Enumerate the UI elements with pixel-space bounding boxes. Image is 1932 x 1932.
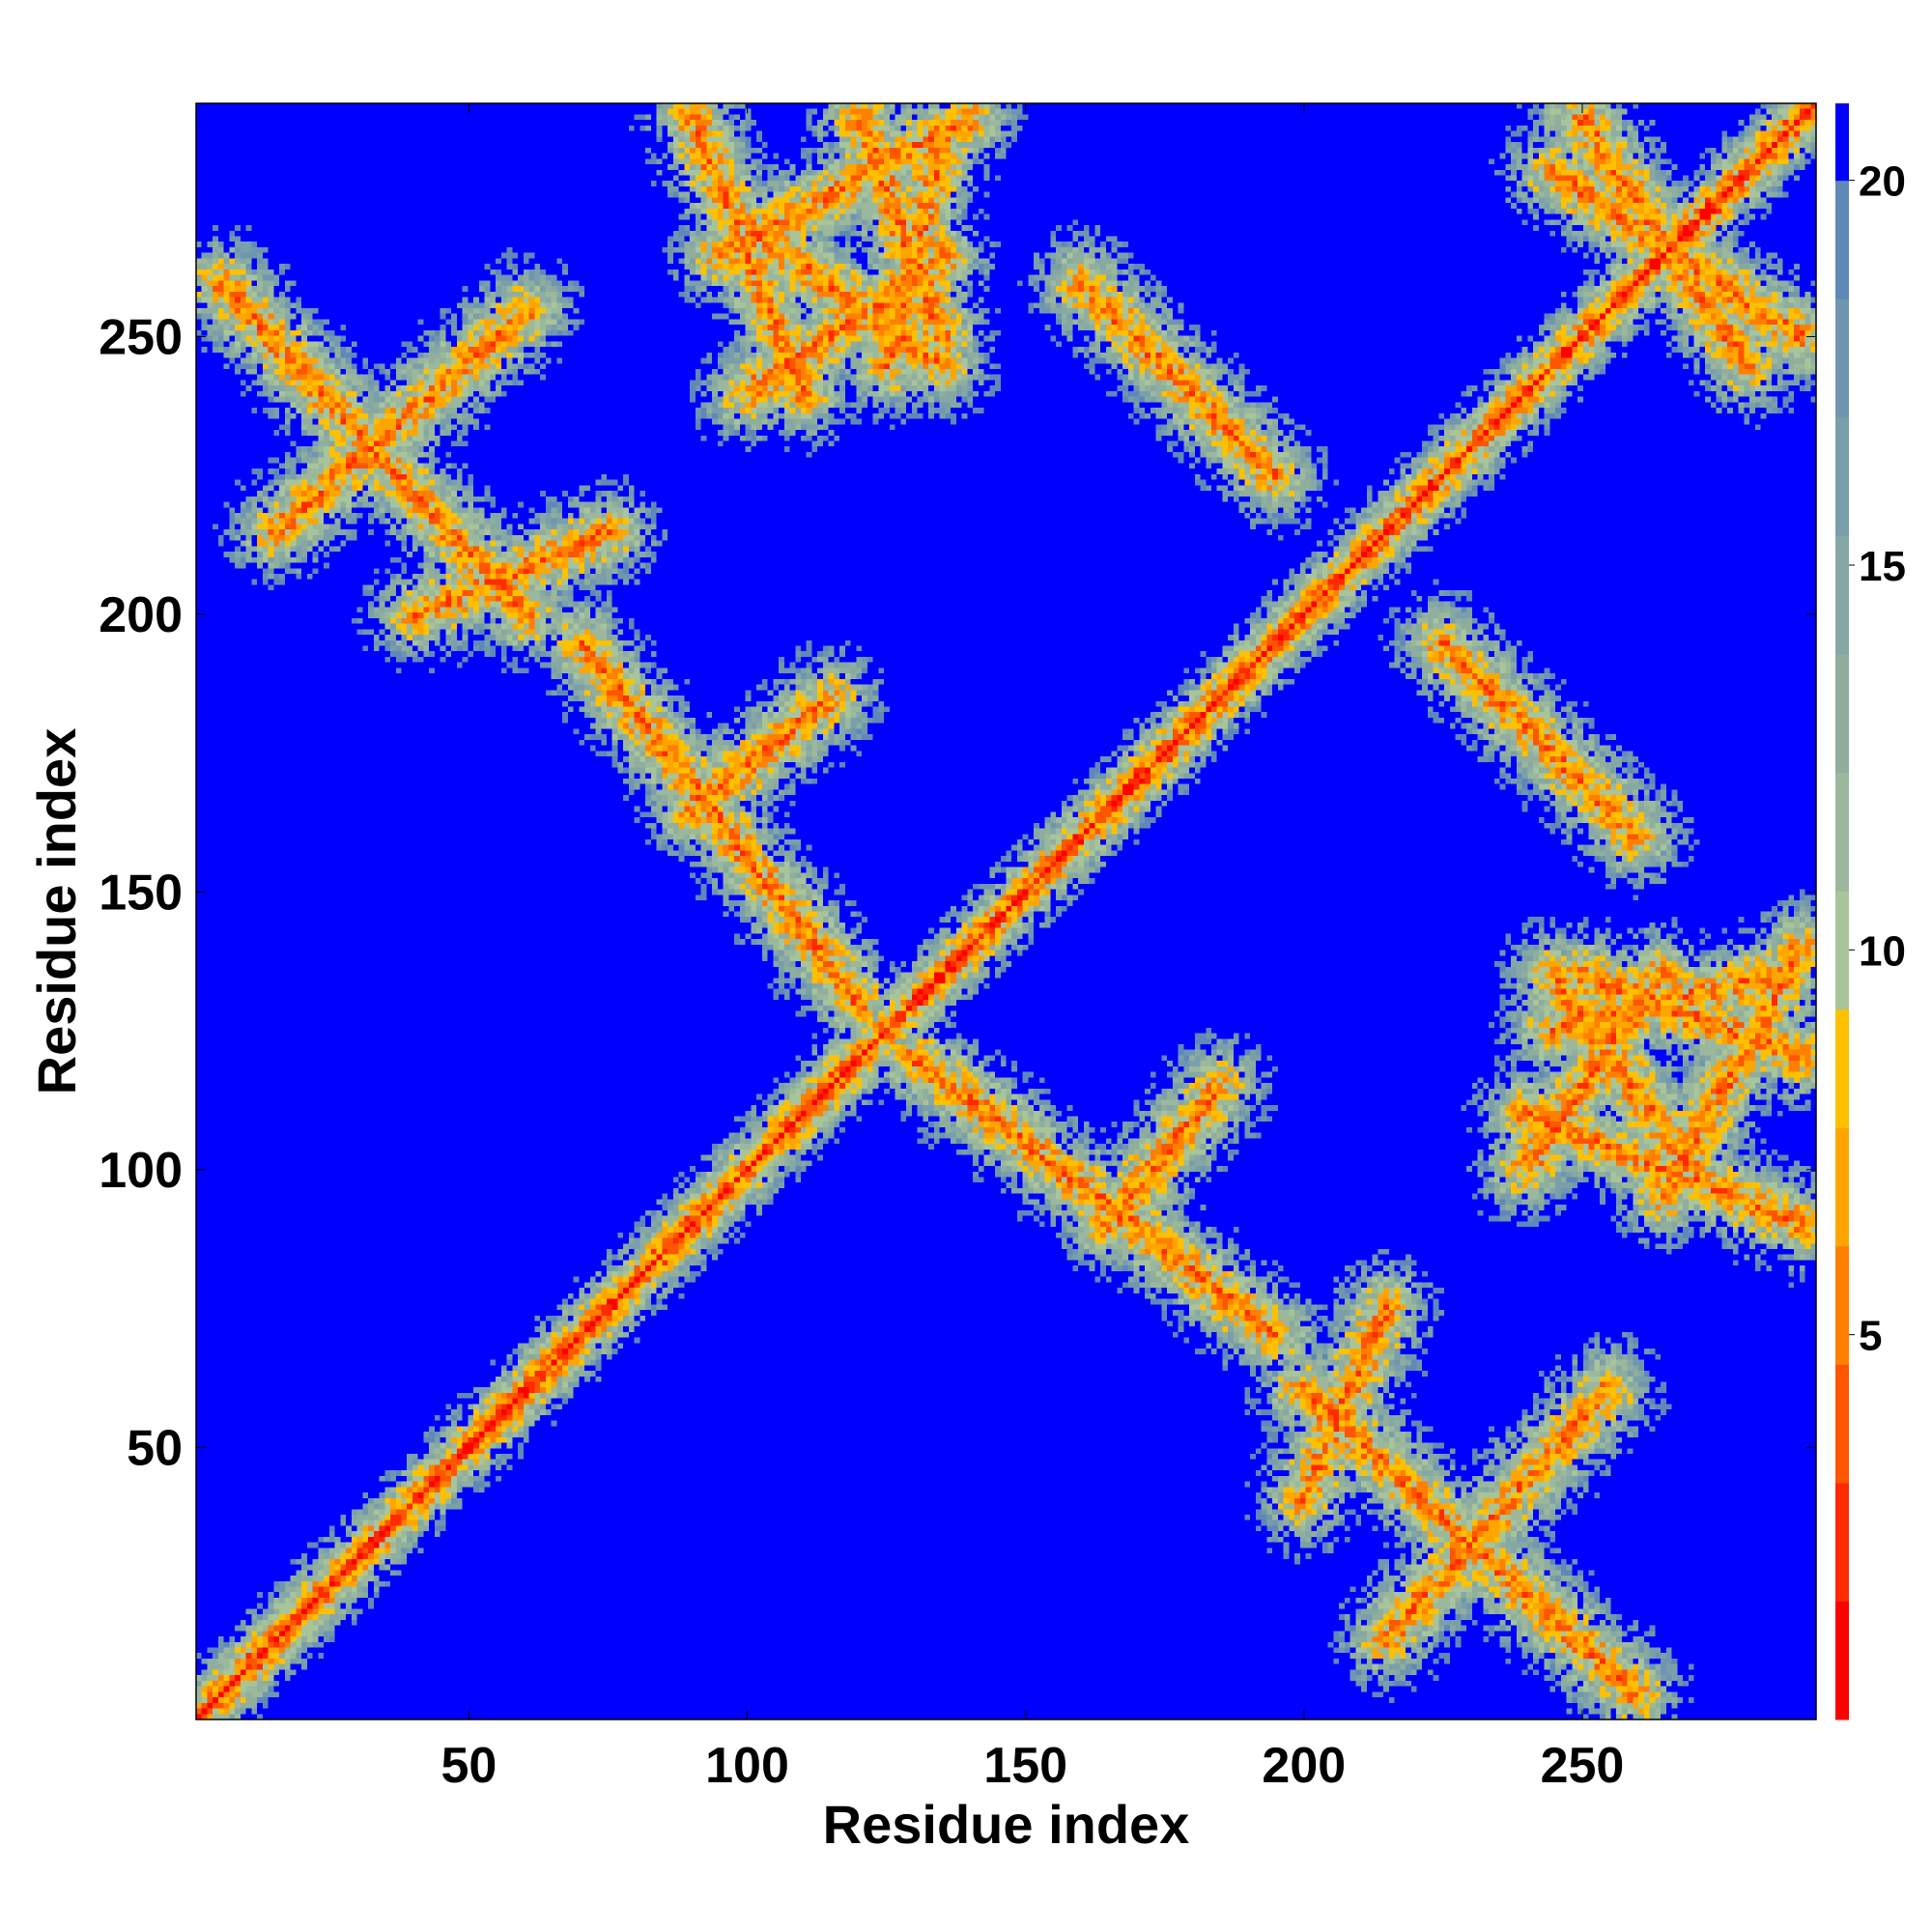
heatmap-cells — [196, 103, 1816, 1719]
colorbar-segment — [1835, 416, 1849, 536]
y-tick-label: 200 — [99, 587, 183, 643]
x-tick-label: 250 — [1541, 1738, 1625, 1794]
colorbar-segment — [1835, 1364, 1849, 1484]
y-tick-label: 50 — [127, 1420, 183, 1476]
colorbar-segment — [1835, 1601, 1849, 1720]
colorbar-segment — [1835, 1482, 1849, 1602]
x-tick-label: 200 — [1262, 1738, 1346, 1794]
colorbar-tick-label: 20 — [1859, 158, 1906, 206]
colorbar-segment — [1835, 103, 1849, 182]
colorbar-segment — [1835, 180, 1849, 299]
colorbar-segment — [1835, 298, 1849, 418]
colorbar-segment — [1835, 1127, 1849, 1247]
colorbar-segment — [1835, 535, 1849, 655]
y-tick-label: 250 — [99, 309, 183, 365]
colorbar-tick-label: 15 — [1859, 543, 1906, 590]
x-tick-label: 150 — [983, 1738, 1067, 1794]
x-axis: 50 100 150 200 250 — [440, 103, 1624, 1794]
colorbar-segment — [1835, 891, 1849, 1010]
y-axis: 50 100 150 200 250 — [99, 309, 1816, 1476]
colorbar: 5 10 15 20 — [1835, 103, 1906, 1720]
plot-frame — [195, 102, 1817, 1720]
y-tick-label: 150 — [99, 865, 183, 921]
colorbar-tick-label: 10 — [1859, 927, 1906, 975]
colorbar-tick-label: 5 — [1859, 1313, 1882, 1360]
y-axis-title: Residue index — [26, 728, 87, 1095]
y-tick-label: 100 — [99, 1143, 183, 1199]
x-axis-title: Residue index — [823, 1794, 1190, 1855]
heatmap-plot-area — [196, 103, 1816, 1719]
colorbar-segment — [1835, 772, 1849, 892]
colorbar-segment — [1835, 1245, 1849, 1365]
x-tick-label: 100 — [705, 1738, 789, 1794]
colorbar-segment — [1835, 1009, 1849, 1128]
x-tick-label: 50 — [440, 1738, 497, 1794]
colorbar-segment — [1835, 653, 1849, 773]
